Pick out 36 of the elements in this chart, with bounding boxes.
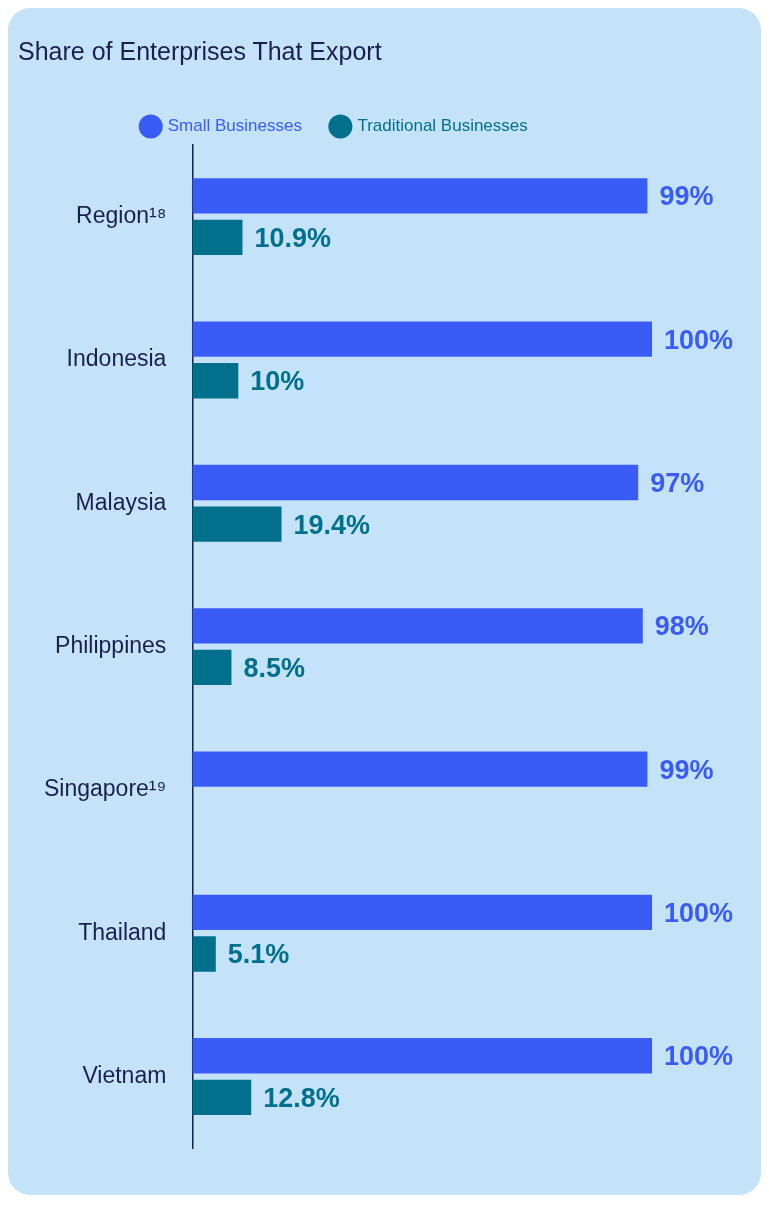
data-label: 99% bbox=[659, 754, 714, 785]
data-label: 98% bbox=[654, 611, 709, 642]
legend-label: Traditional Businesses bbox=[357, 116, 528, 136]
y-tick-label: Vietnam bbox=[82, 1061, 167, 1088]
bar bbox=[192, 506, 282, 542]
data-label: 100% bbox=[664, 324, 734, 355]
data-label: 97% bbox=[650, 467, 705, 498]
data-label: 100% bbox=[664, 897, 734, 928]
bar bbox=[192, 219, 243, 256]
data-label: 100% bbox=[664, 1041, 734, 1072]
y-tick-label: Thailand bbox=[78, 918, 167, 945]
bar bbox=[192, 1038, 652, 1074]
bar bbox=[192, 608, 643, 644]
chart-title: Share of Enterprises That Export bbox=[18, 36, 382, 65]
data-label: 5.1% bbox=[227, 939, 290, 970]
data-label: 12.8% bbox=[263, 1082, 340, 1113]
bar bbox=[192, 649, 232, 686]
y-tick-label: Region¹⁸ bbox=[76, 202, 167, 228]
data-label: 8.5% bbox=[243, 652, 305, 683]
bar bbox=[192, 894, 652, 931]
bar bbox=[192, 464, 639, 501]
bar bbox=[192, 321, 652, 357]
data-label: 19.4% bbox=[293, 509, 371, 540]
y-tick-label: Indonesia bbox=[66, 345, 167, 372]
bar bbox=[192, 178, 648, 214]
data-label: 10% bbox=[250, 366, 305, 397]
bar bbox=[192, 1079, 252, 1115]
data-label: 10.9% bbox=[254, 222, 332, 253]
data-label: 99% bbox=[659, 181, 714, 212]
bar bbox=[192, 363, 239, 399]
legend-label: Small Businesses bbox=[167, 116, 302, 136]
y-tick-label: Malaysia bbox=[75, 488, 167, 515]
bar bbox=[192, 936, 216, 972]
bar bbox=[192, 751, 648, 787]
y-tick-label: Singapore¹⁹ bbox=[43, 775, 167, 802]
y-tick-label: Philippines bbox=[55, 631, 167, 658]
